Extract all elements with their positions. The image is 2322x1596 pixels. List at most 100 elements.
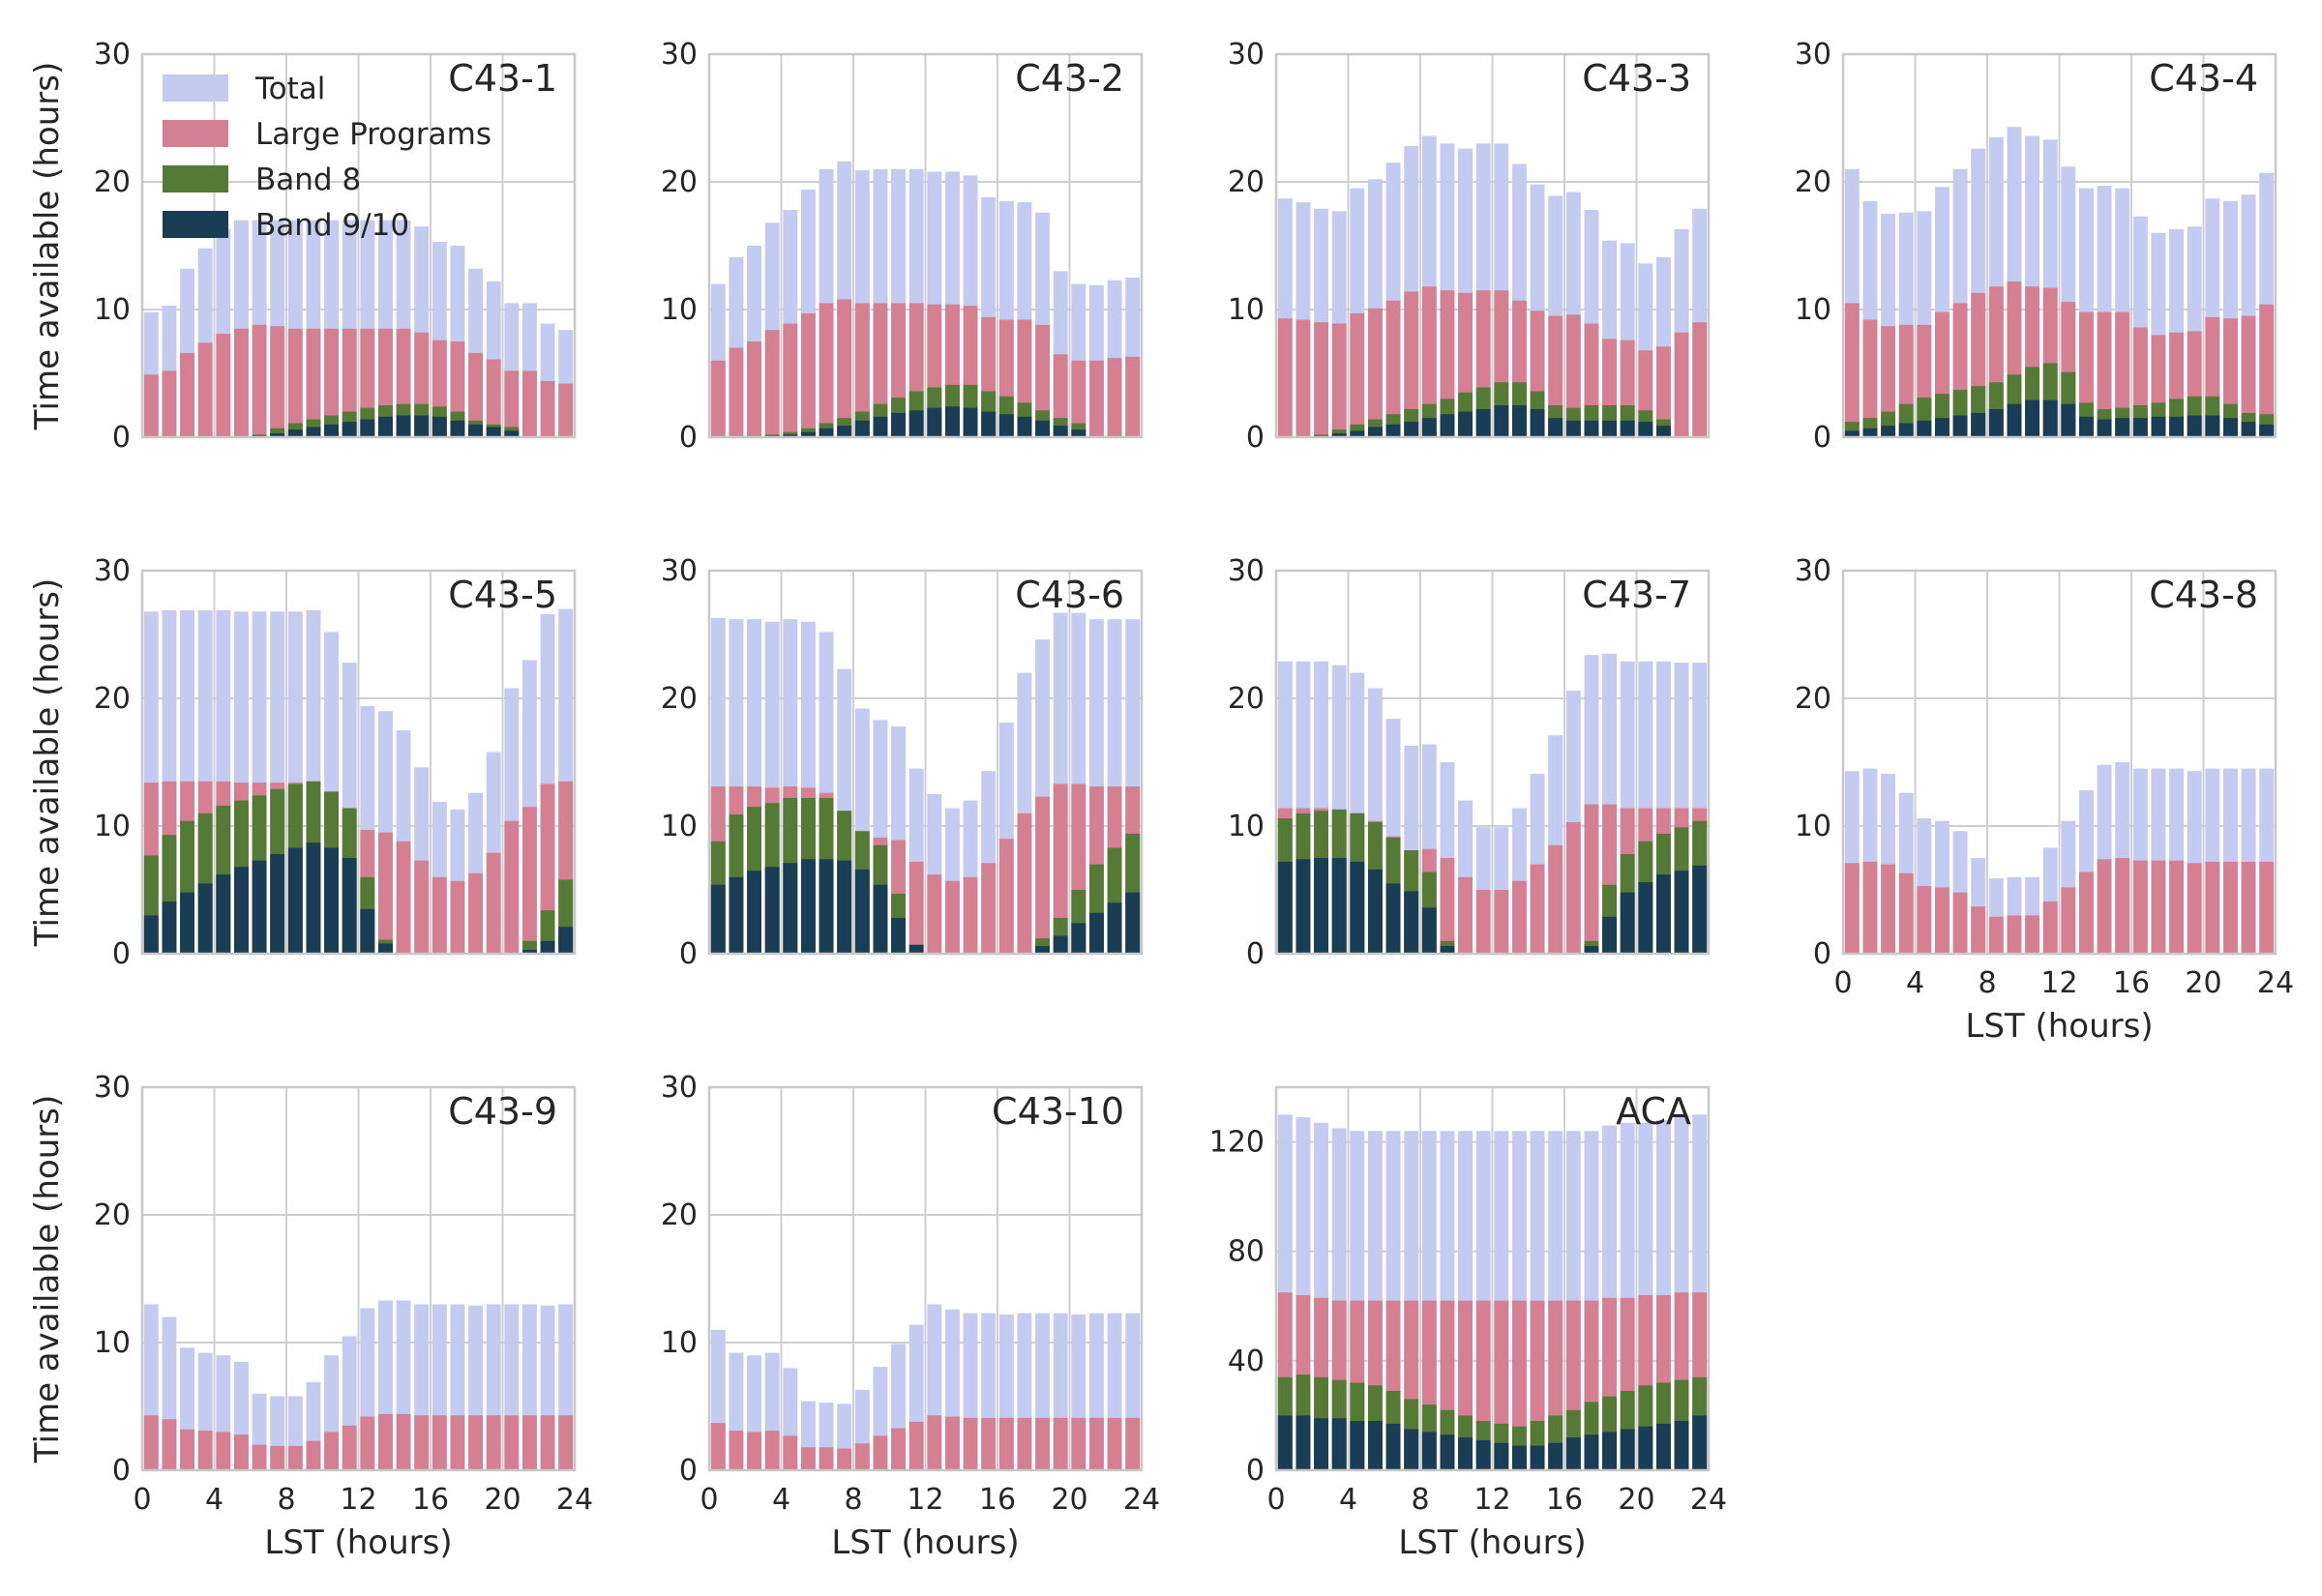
bar-large (1035, 796, 1051, 954)
bar-band910 (143, 915, 159, 954)
bar-band8 (270, 428, 285, 437)
bar-band910 (342, 858, 357, 954)
bar-large (468, 352, 484, 437)
bar-band910 (306, 427, 321, 437)
bar-large (747, 1432, 762, 1470)
bar-large (1952, 892, 1968, 954)
y-tick-label: 10 (94, 1326, 131, 1360)
axes-frame (140, 569, 577, 956)
bar-large (1844, 303, 1860, 437)
y-axis-label: Time available (hours) (28, 1095, 67, 1463)
legend-item-band910: Band 9/10 (163, 208, 409, 243)
bar-large (944, 1416, 960, 1470)
bar-band910 (1421, 418, 1437, 437)
x-axis-label: LST (hours) (1965, 1007, 2153, 1046)
bar-band910 (2042, 399, 2058, 437)
bar-large (963, 876, 978, 954)
panel-c43-9: 0 10 20 30 0 4 8 12 16 20 24 LST (hours) Time availa… (28, 1071, 593, 1562)
bar-band910 (324, 847, 340, 954)
bar-band910 (1367, 1421, 1383, 1470)
bar-band910 (432, 416, 447, 437)
bar-large (998, 839, 1014, 954)
bar-large (1458, 876, 1474, 954)
bar-band910 (1071, 429, 1087, 437)
legend: Total Large Programs Band 8 Band 9/10 (163, 72, 491, 243)
y-tick-label: 10 (1228, 293, 1265, 327)
bar-band910 (1277, 861, 1293, 954)
bar-large (504, 370, 520, 437)
bar-large (432, 1415, 447, 1470)
bar-large (2187, 863, 2202, 954)
bar-large (819, 303, 834, 437)
bar-large (521, 370, 537, 437)
bar-large (342, 1425, 357, 1470)
bar-large (2259, 861, 2275, 954)
bar-band910 (1107, 902, 1122, 954)
bar-large (377, 1413, 393, 1470)
bar-large (270, 1445, 285, 1470)
bar-band910 (1277, 1415, 1293, 1470)
bar-large (2132, 860, 2148, 954)
y-tick-label: 20 (661, 165, 698, 199)
bar-band910 (1602, 1432, 1618, 1470)
bar-band910 (1475, 1439, 1491, 1470)
bar-band910 (2078, 416, 2094, 437)
bar-band910 (1917, 420, 1932, 437)
bar-large (963, 1417, 978, 1470)
bar-band910 (287, 847, 303, 954)
bar-large (1511, 880, 1527, 954)
bar-large (1385, 300, 1401, 437)
bar-large (486, 852, 501, 954)
bar-large (324, 328, 340, 437)
bar-large (1844, 863, 1860, 954)
bar-band910 (1035, 946, 1051, 954)
bar-band910 (360, 419, 375, 437)
bar-band910 (2097, 419, 2112, 437)
bar-large (342, 328, 357, 437)
bar-large (2169, 860, 2185, 954)
bar-large (2061, 887, 2076, 954)
bar-large (2115, 311, 2130, 437)
bar-large (854, 303, 870, 437)
bar-large (486, 359, 501, 437)
panel-title: C43-7 (1582, 574, 1691, 616)
bar-band910 (540, 940, 555, 954)
bar-large (396, 841, 411, 954)
bar-large (540, 1415, 555, 1470)
bar-large (710, 360, 726, 437)
x-tick-label: 8 (1411, 1483, 1429, 1517)
bar-large (324, 1432, 340, 1470)
y-axis-label: Time available (hours) (28, 578, 67, 947)
bar-band910 (1314, 858, 1329, 954)
bar-large (2205, 861, 2220, 954)
bar-large (1898, 872, 1914, 954)
bar-band910 (2187, 415, 2202, 437)
bar-band910 (1494, 1442, 1509, 1470)
x-tick-label: 4 (205, 1483, 223, 1517)
bar-large (1367, 308, 1383, 437)
y-tick-label: 20 (1228, 165, 1265, 199)
bar-large (2241, 315, 2256, 437)
bar-large (504, 820, 520, 954)
bar-band910 (377, 416, 393, 437)
panel-c43-10: 0 10 20 30 0 4 8 12 16 20 24 LST (hours) C43-10 (661, 1071, 1160, 1562)
panel-aca: 0 40 80 120 0 4 8 12 16 20 24 LST (hours) ACA (1209, 1085, 1727, 1562)
bar-large (873, 303, 888, 437)
bar-band910 (342, 422, 357, 437)
y-axis-label: Time available (hours) (28, 62, 67, 430)
bar-band910 (1584, 420, 1599, 437)
bar-large (1881, 864, 1896, 954)
bar-band910 (1692, 865, 1708, 954)
legend-label: Total (254, 72, 325, 106)
legend-label: Band 8 (255, 163, 361, 197)
y-tick-label: 30 (661, 554, 698, 588)
bar-band910 (1952, 415, 1968, 437)
legend-item-band8: Band 8 (163, 163, 361, 197)
bar-band910 (908, 944, 924, 954)
bar-band910 (162, 901, 177, 954)
bar-large (1934, 887, 1950, 954)
bar-large (819, 1447, 834, 1470)
bar-band910 (1655, 426, 1671, 437)
bar-large (1565, 822, 1581, 954)
